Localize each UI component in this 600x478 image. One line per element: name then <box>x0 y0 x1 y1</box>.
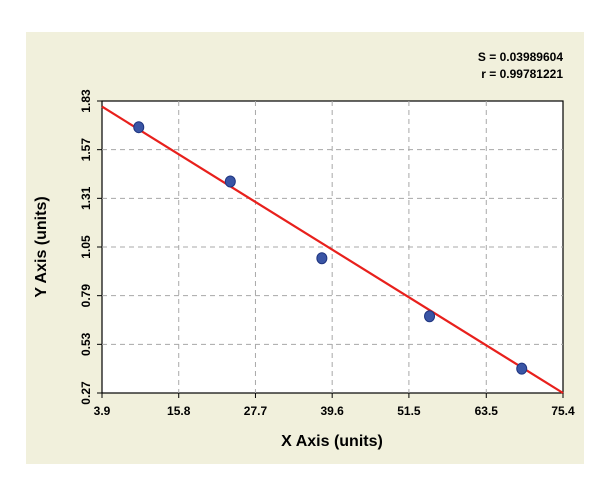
x-tick-label: 39.6 <box>320 404 344 418</box>
scatter-chart: 3.9 15.8 27.7 39.6 51.5 63.5 75.4 0.27 0.53 0.79 1… <box>26 32 584 464</box>
y-axis-label: Y Axis (units) <box>33 196 50 297</box>
y-tick-label: 0.79 <box>79 284 93 308</box>
y-tick-label: 1.05 <box>79 235 93 259</box>
x-tick-label: 75.4 <box>551 404 575 418</box>
x-axis-label: X Axis (units) <box>281 433 383 450</box>
y-tick-label: 1.57 <box>79 138 93 162</box>
data-point <box>516 362 528 375</box>
annotation-s: S = 0.03989604 <box>478 50 563 64</box>
x-tick-label: 3.9 <box>94 404 111 418</box>
fit-line <box>101 105 564 394</box>
data-point <box>224 175 236 188</box>
chart-panel: 3.9 15.8 27.7 39.6 51.5 63.5 75.4 0.27 0.53 0.79 1… <box>26 32 584 464</box>
axis-ticks: 3.9 15.8 27.7 39.6 51.5 63.5 75.4 0.27 0.53 0.79 1… <box>79 89 575 418</box>
x-tick-label: 51.5 <box>397 404 421 418</box>
y-tick-label: 0.53 <box>79 332 93 356</box>
x-tick-label: 27.7 <box>244 404 268 418</box>
grid-lines <box>102 101 563 393</box>
data-point <box>424 310 436 323</box>
y-tick-label: 1.83 <box>79 89 93 113</box>
data-point <box>133 121 145 134</box>
x-tick-label: 15.8 <box>167 404 191 418</box>
annotation-r: r = 0.99781221 <box>481 67 563 81</box>
data-points <box>133 121 528 375</box>
x-tick-label: 63.5 <box>475 404 499 418</box>
y-tick-label: 1.31 <box>79 186 93 210</box>
fit-line-group <box>101 105 564 394</box>
y-tick-label: 0.27 <box>79 381 93 405</box>
data-point <box>316 252 328 265</box>
